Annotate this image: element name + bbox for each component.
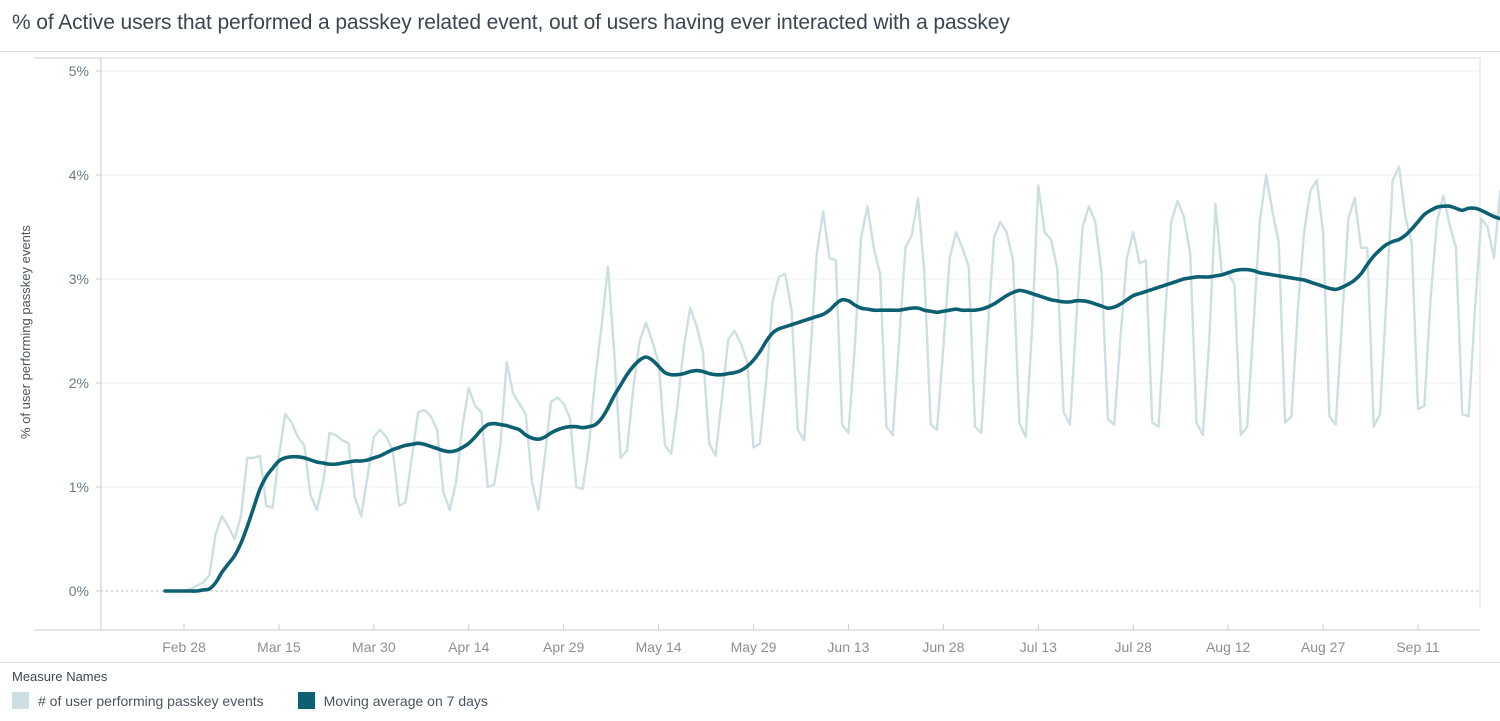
y-axis-title: % of user performing passkey events	[16, 0, 38, 439]
legend-item-label: Moving average on 7 days	[323, 692, 488, 709]
series-line-raw-events	[163, 165, 1500, 593]
x-tick-label: Apr 29	[543, 639, 584, 655]
legend-item[interactable]: # of user performing passkey events	[12, 692, 264, 709]
legend: Measure Names # of user performing passk…	[0, 662, 1500, 721]
x-tick-label: Apr 14	[448, 639, 489, 655]
legend-item-label: # of user performing passkey events	[38, 692, 264, 709]
x-tick-label: Jun 28	[922, 639, 964, 655]
x-tick-label: May 29	[731, 639, 777, 655]
x-tick-label: May 14	[636, 639, 682, 655]
x-tick-label: Sep 11	[1396, 639, 1440, 655]
legend-items: # of user performing passkey events Movin…	[12, 692, 1500, 709]
x-tick-label: Jul 28	[1115, 639, 1153, 655]
line-chart-plot: 0% 1% 2% 3% 4% 5% Feb 28 Mar 15 Mar 30 Apr 14 Apr …	[34, 57, 1500, 655]
x-tick-label: Aug 12	[1206, 639, 1251, 655]
page-title: % of Active users that performed a passk…	[12, 11, 1010, 34]
x-tick-label: Jun 13	[827, 639, 869, 655]
legend-item[interactable]: Moving average on 7 days	[297, 692, 488, 709]
x-tick-label: Mar 30	[352, 639, 396, 655]
y-tick-label: 2%	[69, 375, 89, 391]
x-tick-label: Feb 28	[162, 639, 206, 655]
y-tick-label: 0%	[69, 583, 89, 599]
series-line-moving-average	[163, 204, 1500, 593]
x-tick-label: Mar 15	[257, 639, 301, 655]
y-tick-label: 5%	[69, 63, 89, 79]
chart-area: % of user performing passkey events 0% 1%…	[0, 52, 1500, 660]
y-tick-label: 4%	[69, 167, 89, 183]
y-tick-label: 3%	[69, 271, 89, 287]
color-swatch-icon	[297, 692, 315, 709]
x-tick-label: Aug 27	[1301, 639, 1346, 655]
x-tick-label: Jul 13	[1020, 639, 1058, 655]
color-swatch-icon	[12, 692, 29, 709]
y-tick-label: 1%	[69, 479, 89, 495]
legend-title: Measure Names	[12, 669, 108, 684]
chart-title-bar: % of Active users that performed a passk…	[0, 0, 1500, 52]
